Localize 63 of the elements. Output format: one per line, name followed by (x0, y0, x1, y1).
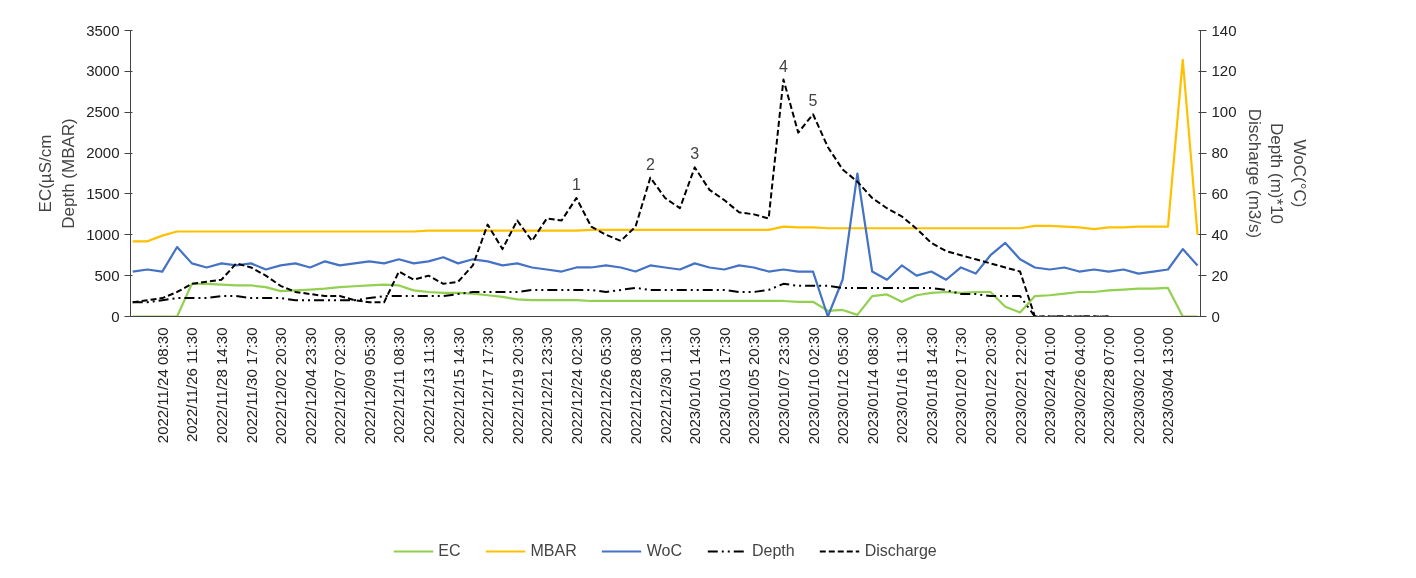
legend-label: MBAR (530, 542, 577, 560)
x-tick-label: 2022/11/24 08:30 (153, 327, 171, 444)
x-tick-label: 2022/12/28 08:30 (627, 327, 645, 445)
x-tick-label: 2023/01/16 11:30 (893, 327, 911, 444)
x-tick-label: 2022/12/07 02:30 (331, 327, 349, 445)
y2-tick-label: 20 (1211, 266, 1229, 284)
x-tick-label: 2022/12/30 11:30 (656, 327, 674, 444)
x-tick-label: 2022/12/09 05:30 (360, 327, 378, 445)
x-tick-label: 2022/11/28 14:30 (212, 327, 230, 444)
x-tick-label: 2022/12/02 20:30 (272, 327, 290, 445)
y2-tick-label: 80 (1211, 144, 1229, 162)
x-tick-label: 2022/12/26 05:30 (597, 327, 615, 445)
x-tick-label: 2023/01/01 14:30 (686, 327, 704, 445)
legend-label: WoC (646, 542, 682, 560)
x-tick-label: 2022/11/26 11:30 (183, 327, 201, 443)
x-tick-label: 2023/01/22 20:30 (981, 327, 999, 445)
x-tick-label: 2023/01/07 23:30 (774, 327, 792, 445)
x-tick-label: 2023/01/05 20:30 (745, 327, 763, 445)
x-tick-label: 2022/12/24 02:30 (567, 327, 585, 445)
y-tick-label: 3500 (86, 21, 120, 39)
legend-label: EC (438, 542, 461, 560)
y-tick-label: 1500 (86, 184, 120, 202)
y2-tick-label: 60 (1211, 184, 1229, 202)
y2-tick-label: 100 (1211, 103, 1237, 121)
annotation: 5 (808, 92, 818, 110)
x-tick-label: 2023/01/20 17:30 (952, 327, 970, 445)
legend-label: Discharge (864, 542, 937, 560)
x-tick-label: 2023/01/14 08:30 (863, 327, 881, 445)
annotation: 3 (690, 145, 700, 163)
x-tick-label: 2022/12/04 23:30 (301, 327, 319, 445)
y-tick-label: 500 (94, 266, 120, 284)
x-tick-label: 2023/01/18 14:30 (922, 327, 940, 445)
x-tick-label: 2023/02/28 07:00 (1100, 327, 1118, 445)
y-axis-title: EC(µS/cm Depth (MBAR) (36, 118, 79, 229)
annotation: 4 (778, 57, 788, 75)
x-tick-label: 2022/12/19 20:30 (508, 327, 526, 445)
y-tick-label: 0 (111, 307, 120, 325)
x-tick-label: 2023/01/12 05:30 (834, 327, 852, 445)
x-tick-label: 2023/02/24 01:00 (1041, 327, 1059, 445)
x-tick-label: 2023/03/02 10:00 (1129, 327, 1147, 445)
x-tick-label: 2022/12/13 11:30 (420, 327, 437, 444)
y2-tick-label: 40 (1211, 225, 1229, 243)
annotation: 2 (645, 155, 655, 173)
x-tick-label: 2022/11/30 17:30 (242, 327, 260, 444)
y-tick-label: 1000 (86, 225, 120, 243)
x-tick-label: 2022/12/17 17:30 (479, 327, 497, 445)
x-tick-label: 2023/02/26 04:00 (1070, 327, 1088, 445)
x-tick-label: 2022/12/11 08:30 (390, 327, 408, 444)
y2-tick-label: 0 (1211, 307, 1220, 325)
y2-tick-label: 140 (1211, 21, 1237, 39)
x-tick-label: 2023/03/04 13:00 (1159, 327, 1177, 445)
x-tick-label: 2022/12/21 23:30 (538, 327, 556, 445)
x-tick-label: 2022/12/15 14:30 (449, 327, 467, 445)
y-tick-label: 2500 (86, 103, 120, 121)
legend-label: Depth (752, 542, 795, 560)
y2-tick-label: 120 (1211, 62, 1237, 80)
y-tick-label: 2000 (86, 144, 120, 162)
y-tick-label: 3000 (86, 62, 120, 80)
x-tick-label: 2023/02/21 22:00 (1011, 327, 1029, 445)
y2-axis-title: WoC(°C) Depth (m)*10 Discharge (m3/s) (1244, 108, 1310, 239)
annotation: 1 (571, 176, 581, 194)
x-tick-label: 2023/01/10 02:30 (804, 327, 822, 445)
x-tick-label: 2023/01/03 17:30 (715, 327, 733, 445)
